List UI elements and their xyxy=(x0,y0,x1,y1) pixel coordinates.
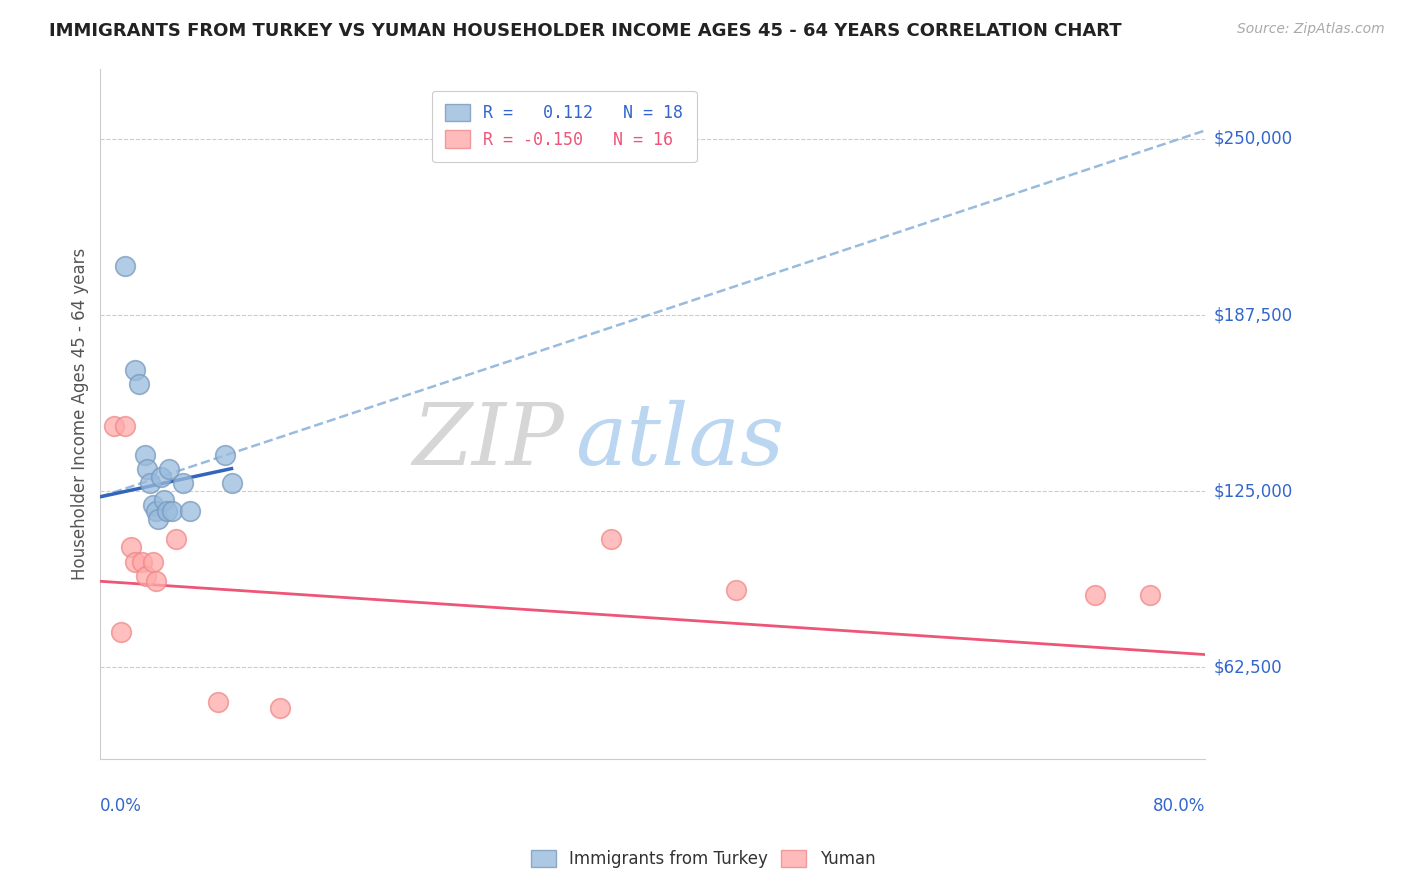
Point xyxy=(214,448,236,462)
Text: Source: ZipAtlas.com: Source: ZipAtlas.com xyxy=(1237,22,1385,37)
Point xyxy=(172,475,194,490)
Text: atlas: atlas xyxy=(575,400,785,483)
Point xyxy=(160,504,183,518)
Point xyxy=(114,419,136,434)
Point xyxy=(221,475,243,490)
Point xyxy=(148,512,170,526)
Point xyxy=(124,363,146,377)
Point xyxy=(153,492,176,507)
Point xyxy=(150,470,173,484)
Point xyxy=(136,461,159,475)
Point xyxy=(145,504,167,518)
Text: $250,000: $250,000 xyxy=(1213,130,1292,148)
Point xyxy=(1083,588,1105,602)
Point xyxy=(128,377,150,392)
Point xyxy=(724,582,747,597)
Text: 0.0%: 0.0% xyxy=(100,797,142,814)
Legend: Immigrants from Turkey, Yuman: Immigrants from Turkey, Yuman xyxy=(524,843,882,875)
Point xyxy=(179,504,201,518)
Point xyxy=(139,475,162,490)
Point xyxy=(114,259,136,273)
Text: ZIP: ZIP xyxy=(412,400,564,483)
Text: $187,500: $187,500 xyxy=(1213,306,1292,324)
Point xyxy=(157,461,180,475)
Point xyxy=(134,448,156,462)
Point xyxy=(131,555,153,569)
Point xyxy=(110,625,132,640)
Point xyxy=(135,568,157,582)
Legend: R =   0.112   N = 18, R = -0.150   N = 16: R = 0.112 N = 18, R = -0.150 N = 16 xyxy=(432,91,697,162)
Point xyxy=(156,504,179,518)
Point xyxy=(124,555,146,569)
Point xyxy=(269,701,291,715)
Point xyxy=(207,695,229,709)
Point xyxy=(142,498,165,512)
Point xyxy=(165,532,187,546)
Point xyxy=(142,555,165,569)
Text: 80.0%: 80.0% xyxy=(1153,797,1205,814)
Point xyxy=(120,541,142,555)
Text: $125,000: $125,000 xyxy=(1213,483,1292,500)
Y-axis label: Householder Income Ages 45 - 64 years: Householder Income Ages 45 - 64 years xyxy=(72,247,89,580)
Point xyxy=(103,419,125,434)
Text: IMMIGRANTS FROM TURKEY VS YUMAN HOUSEHOLDER INCOME AGES 45 - 64 YEARS CORRELATIO: IMMIGRANTS FROM TURKEY VS YUMAN HOUSEHOL… xyxy=(49,22,1122,40)
Text: $62,500: $62,500 xyxy=(1213,658,1282,676)
Point xyxy=(600,532,623,546)
Point xyxy=(145,574,167,589)
Point xyxy=(1139,588,1161,602)
